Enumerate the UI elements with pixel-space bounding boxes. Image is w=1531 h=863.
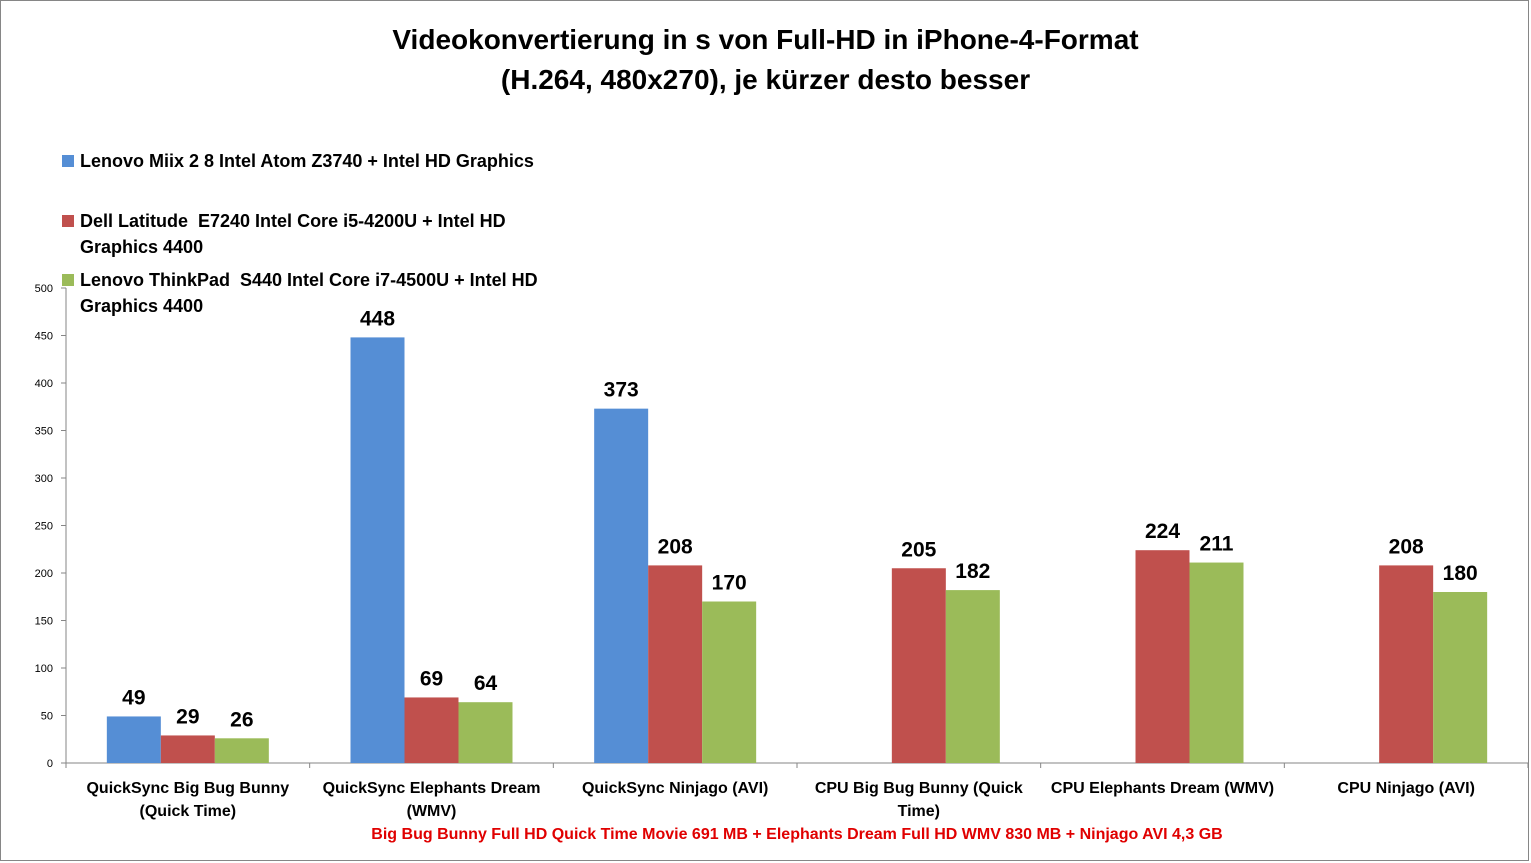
x-tick-label: CPU Elephants Dream (WMV): [1051, 780, 1274, 797]
y-tick-label: 150: [35, 616, 53, 628]
data-label: 29: [176, 705, 199, 728]
chart-subtitle: (H.264, 480x270), je kürzer desto besser: [500, 64, 1031, 95]
data-label: 49: [122, 686, 145, 709]
legend-swatch: [62, 215, 74, 227]
legend-label: Lenovo Miix 2 8 Intel Atom Z3740 + Intel…: [80, 148, 534, 174]
x-tick-label: CPU Big Bug Bunny (Quick: [815, 780, 1023, 797]
bar: [214, 738, 269, 763]
legend-label: Lenovo ThinkPad S440 Intel Core i7-4500U…: [80, 267, 538, 319]
x-tick-label: Time): [898, 803, 940, 820]
y-tick-label: 100: [35, 663, 53, 675]
chart-title: Videokonvertierung in s von Full-HD in i…: [392, 24, 1139, 55]
x-tick-label: (WMV): [407, 803, 457, 820]
legend-label: Dell Latitude E7240 Intel Core i5-4200U …: [80, 208, 506, 260]
y-tick-label: 50: [41, 711, 53, 723]
y-tick-label: 350: [35, 426, 53, 438]
bar: [891, 568, 946, 763]
data-label: 182: [955, 560, 990, 583]
legend-label-line: Lenovo ThinkPad S440 Intel Core i7-4500U…: [80, 270, 538, 290]
bar: [1135, 550, 1190, 763]
legend-label-line: Graphics 4400: [80, 237, 204, 257]
data-label: 211: [1200, 533, 1234, 556]
bar: [350, 337, 405, 763]
legend-label-line: Graphics 4400: [80, 296, 204, 316]
data-label: 205: [901, 538, 936, 561]
data-label: 373: [604, 379, 639, 402]
data-label: 26: [230, 708, 253, 731]
x-tick-label: CPU Ninjago (AVI): [1337, 780, 1474, 797]
bar: [702, 601, 757, 763]
y-tick-label: 0: [47, 758, 53, 770]
x-tick-label: QuickSync Elephants Dream: [323, 780, 541, 797]
data-label: 208: [658, 535, 693, 558]
x-tick-label: QuickSync Ninjago (AVI): [582, 780, 768, 797]
bar: [160, 735, 215, 763]
legend-swatch: [62, 274, 74, 286]
bar: [458, 702, 513, 763]
bar: [648, 565, 703, 763]
y-tick-label: 400: [35, 378, 53, 390]
data-label: 69: [420, 667, 443, 690]
chart-footnote: Big Bug Bunny Full HD Quick Time Movie 6…: [371, 826, 1223, 843]
y-tick-label: 500: [35, 283, 53, 295]
data-label: 170: [712, 572, 747, 595]
bar: [1433, 592, 1488, 763]
bar: [106, 716, 161, 763]
data-label: 448: [360, 307, 395, 330]
legend-label-line: Lenovo Miix 2 8 Intel Atom Z3740 + Intel…: [80, 151, 534, 171]
data-label: 224: [1145, 520, 1180, 543]
x-tick-label: (Quick Time): [140, 803, 237, 820]
bar: [945, 590, 1000, 763]
bar: [1379, 565, 1434, 763]
legend-label-line: Dell Latitude E7240 Intel Core i5-4200U …: [80, 211, 506, 231]
y-tick-label: 250: [35, 521, 53, 533]
bar: [594, 408, 649, 763]
legend-swatch: [62, 155, 74, 167]
x-tick-label: QuickSync Big Bug Bunny: [86, 780, 289, 797]
data-label: 180: [1443, 562, 1478, 585]
y-tick-label: 450: [35, 331, 53, 343]
y-tick-label: 300: [35, 473, 53, 485]
data-label: 64: [474, 672, 498, 695]
bar: [404, 697, 459, 763]
data-label: 208: [1389, 535, 1424, 558]
bar: [1189, 562, 1244, 763]
y-tick-label: 200: [35, 568, 53, 580]
